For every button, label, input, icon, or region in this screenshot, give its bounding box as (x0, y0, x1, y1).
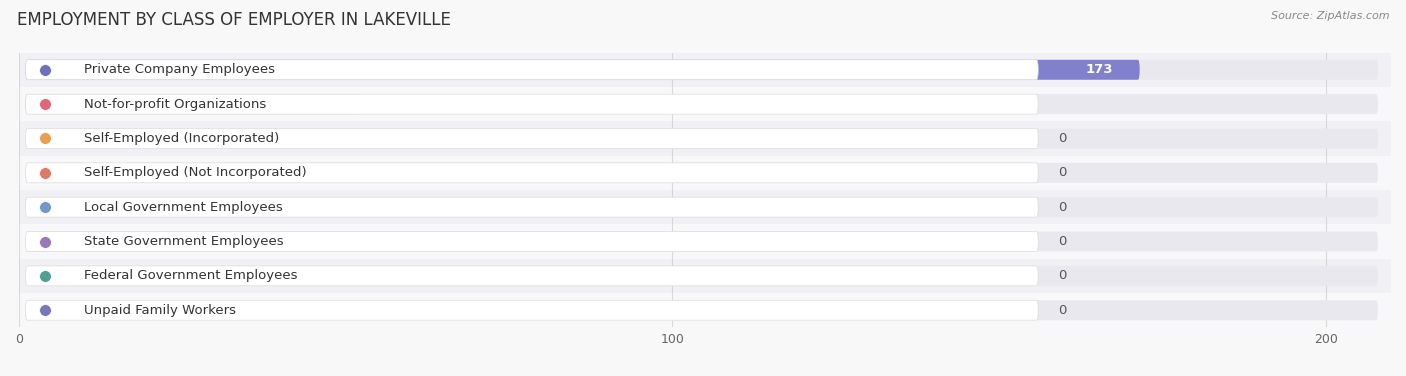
FancyBboxPatch shape (25, 94, 1378, 114)
FancyBboxPatch shape (25, 94, 360, 114)
FancyBboxPatch shape (25, 163, 1378, 183)
FancyBboxPatch shape (20, 53, 1391, 87)
FancyBboxPatch shape (25, 300, 1378, 320)
Text: Private Company Employees: Private Company Employees (84, 63, 276, 76)
FancyBboxPatch shape (20, 224, 1391, 259)
FancyBboxPatch shape (25, 60, 1378, 80)
Text: State Government Employees: State Government Employees (84, 235, 284, 248)
FancyBboxPatch shape (25, 60, 1140, 80)
FancyBboxPatch shape (20, 121, 1391, 156)
Text: 0: 0 (1057, 304, 1066, 317)
FancyBboxPatch shape (25, 94, 1038, 114)
FancyBboxPatch shape (25, 129, 1378, 149)
Text: Self-Employed (Incorporated): Self-Employed (Incorporated) (84, 132, 280, 145)
FancyBboxPatch shape (20, 87, 1391, 121)
FancyBboxPatch shape (20, 293, 1391, 327)
Text: 0: 0 (1057, 201, 1066, 214)
FancyBboxPatch shape (25, 266, 1038, 286)
FancyBboxPatch shape (25, 163, 1038, 183)
Text: 52: 52 (316, 98, 335, 111)
FancyBboxPatch shape (25, 197, 1038, 217)
Text: 173: 173 (1085, 63, 1114, 76)
FancyBboxPatch shape (20, 156, 1391, 190)
Text: Federal Government Employees: Federal Government Employees (84, 269, 298, 282)
FancyBboxPatch shape (25, 197, 1378, 217)
FancyBboxPatch shape (25, 232, 1378, 252)
Text: 0: 0 (1057, 166, 1066, 179)
Text: 0: 0 (1057, 235, 1066, 248)
Text: 0: 0 (1057, 132, 1066, 145)
FancyBboxPatch shape (20, 259, 1391, 293)
FancyBboxPatch shape (25, 60, 1038, 80)
Text: Source: ZipAtlas.com: Source: ZipAtlas.com (1271, 11, 1389, 21)
FancyBboxPatch shape (20, 190, 1391, 224)
Text: EMPLOYMENT BY CLASS OF EMPLOYER IN LAKEVILLE: EMPLOYMENT BY CLASS OF EMPLOYER IN LAKEV… (17, 11, 451, 29)
Text: 0: 0 (1057, 269, 1066, 282)
FancyBboxPatch shape (25, 129, 1038, 149)
FancyBboxPatch shape (25, 266, 1378, 286)
FancyBboxPatch shape (25, 232, 1038, 252)
FancyBboxPatch shape (25, 300, 1038, 320)
Text: Local Government Employees: Local Government Employees (84, 201, 283, 214)
Text: Not-for-profit Organizations: Not-for-profit Organizations (84, 98, 267, 111)
Text: Unpaid Family Workers: Unpaid Family Workers (84, 304, 236, 317)
Text: Self-Employed (Not Incorporated): Self-Employed (Not Incorporated) (84, 166, 307, 179)
